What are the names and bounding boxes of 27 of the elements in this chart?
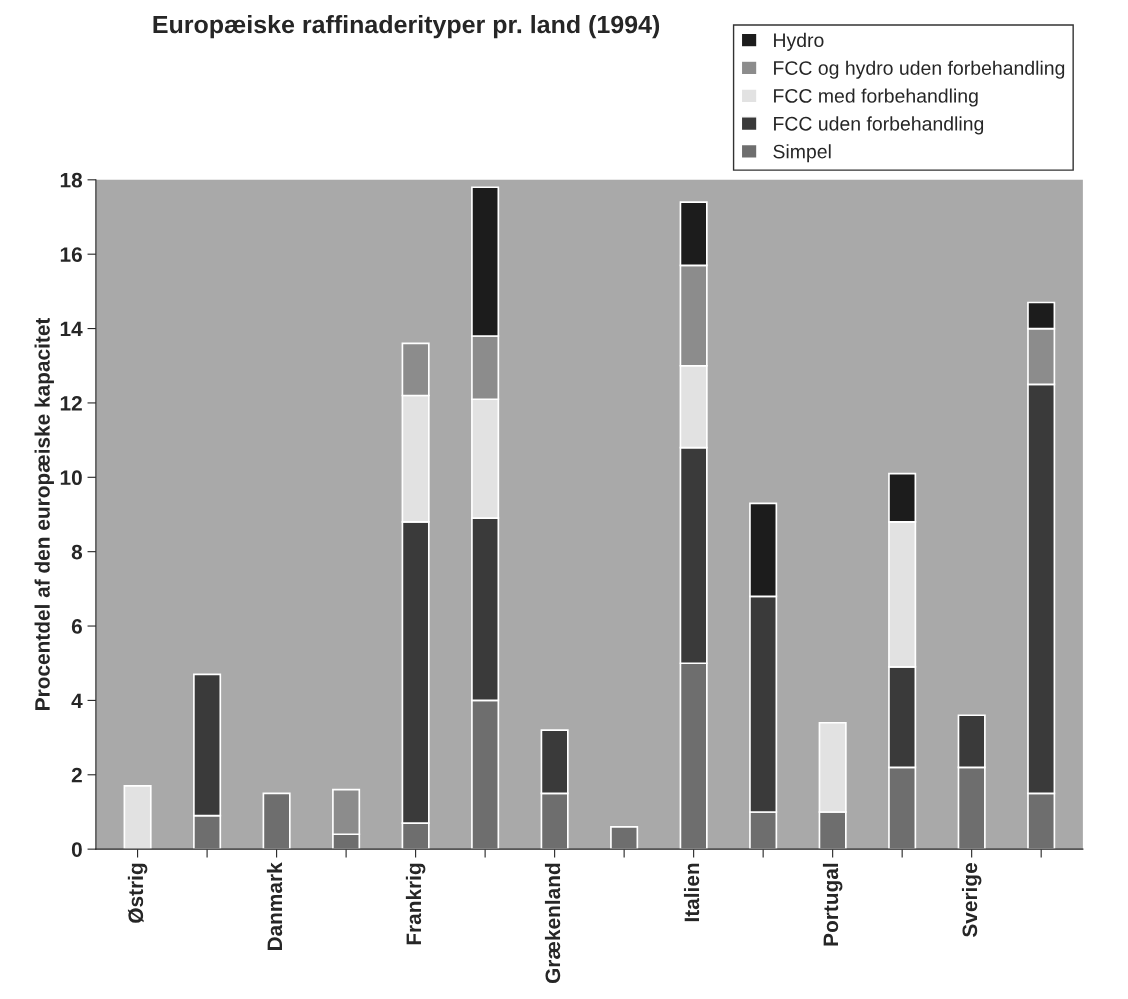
y-axis-title: Procentdel af den europæiske kapacitet xyxy=(34,317,54,710)
bar xyxy=(262,792,291,850)
y-tick-label: 18 xyxy=(60,172,83,188)
legend-label: FCC med forbehandling xyxy=(774,88,978,107)
y-tick-label: 4 xyxy=(71,693,83,708)
y-tick-label: 16 xyxy=(60,247,82,262)
bar xyxy=(123,785,152,850)
legend-label: FCC uden forbehandling xyxy=(774,116,984,135)
legend-label: Simpel xyxy=(773,144,831,163)
y-tick-label: 8 xyxy=(71,544,83,560)
bar xyxy=(610,826,639,850)
chart-title: Europæiske raffinaderityper pr. land (1994) xyxy=(153,14,660,39)
legend-label: FCC og hydro uden forbehandling xyxy=(774,60,1065,79)
y-tick-label: 0 xyxy=(71,842,82,857)
x-tick-label: Portugal xyxy=(822,863,843,946)
y-tick-label: 12 xyxy=(60,395,82,411)
legend-label: Hydro xyxy=(774,32,824,51)
x-tick-label: Danmark xyxy=(266,862,283,951)
x-tick-label: Sverige xyxy=(961,863,982,938)
y-tick-label: 2 xyxy=(71,767,82,783)
x-tick-label: Østrig xyxy=(127,863,148,923)
x-tick-label: Grækenland xyxy=(544,863,561,984)
x-tick-label: Italien xyxy=(683,863,700,922)
y-tick-label: 14 xyxy=(60,321,83,337)
x-tick-label: Frankrig xyxy=(405,863,426,945)
y-tick-label: 6 xyxy=(71,619,82,634)
y-tick-label: 10 xyxy=(60,470,82,486)
